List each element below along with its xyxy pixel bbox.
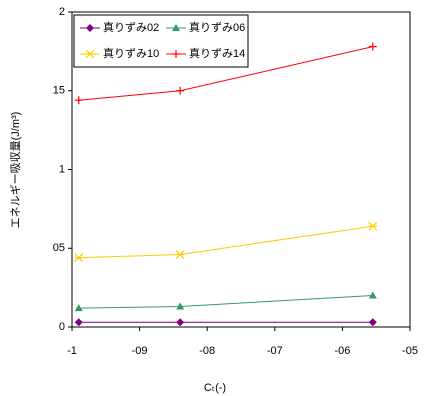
data-point — [368, 291, 377, 299]
data-point — [74, 253, 84, 263]
x-tick-label: -05 — [402, 345, 418, 357]
x-tick-label: -1 — [67, 345, 77, 357]
data-point — [176, 318, 185, 327]
y-tick-label: 0 — [59, 321, 65, 333]
legend-label: 真りずみ10 — [103, 46, 159, 60]
y-axis-label: エネルギー吸収量(J/m³) — [9, 112, 22, 229]
legend-marker — [172, 50, 180, 58]
data-point — [74, 318, 83, 327]
data-point — [176, 86, 185, 95]
data-point — [368, 42, 377, 51]
series-line — [78, 225, 373, 259]
data-point — [176, 302, 185, 310]
legend-marker — [86, 24, 94, 32]
data-point — [368, 221, 378, 231]
x-tick-label: -09 — [132, 345, 148, 357]
x-tick-label: -06 — [334, 345, 350, 357]
data-point — [74, 304, 83, 312]
x-axis-label: Cₜ(-) — [204, 382, 226, 394]
y-tick-label: 1 — [59, 163, 65, 175]
legend-marker — [172, 24, 180, 31]
y-tick-label: 2 — [59, 6, 65, 18]
legend-label: 真りずみ06 — [189, 20, 245, 34]
data-point — [175, 250, 185, 259]
y-tick-label: 15 — [53, 85, 65, 97]
legend-marker — [85, 49, 95, 59]
x-tick-label: -07 — [267, 345, 283, 357]
legend-label: 真りずみ02 — [103, 20, 159, 34]
legend-box — [73, 14, 249, 68]
data-point — [368, 318, 377, 327]
legend-label: 真りずみ14 — [189, 46, 245, 60]
data-point — [74, 96, 83, 105]
y-tick-label: 05 — [53, 242, 65, 254]
x-tick-label: -08 — [199, 345, 215, 357]
series-line — [78, 295, 373, 309]
